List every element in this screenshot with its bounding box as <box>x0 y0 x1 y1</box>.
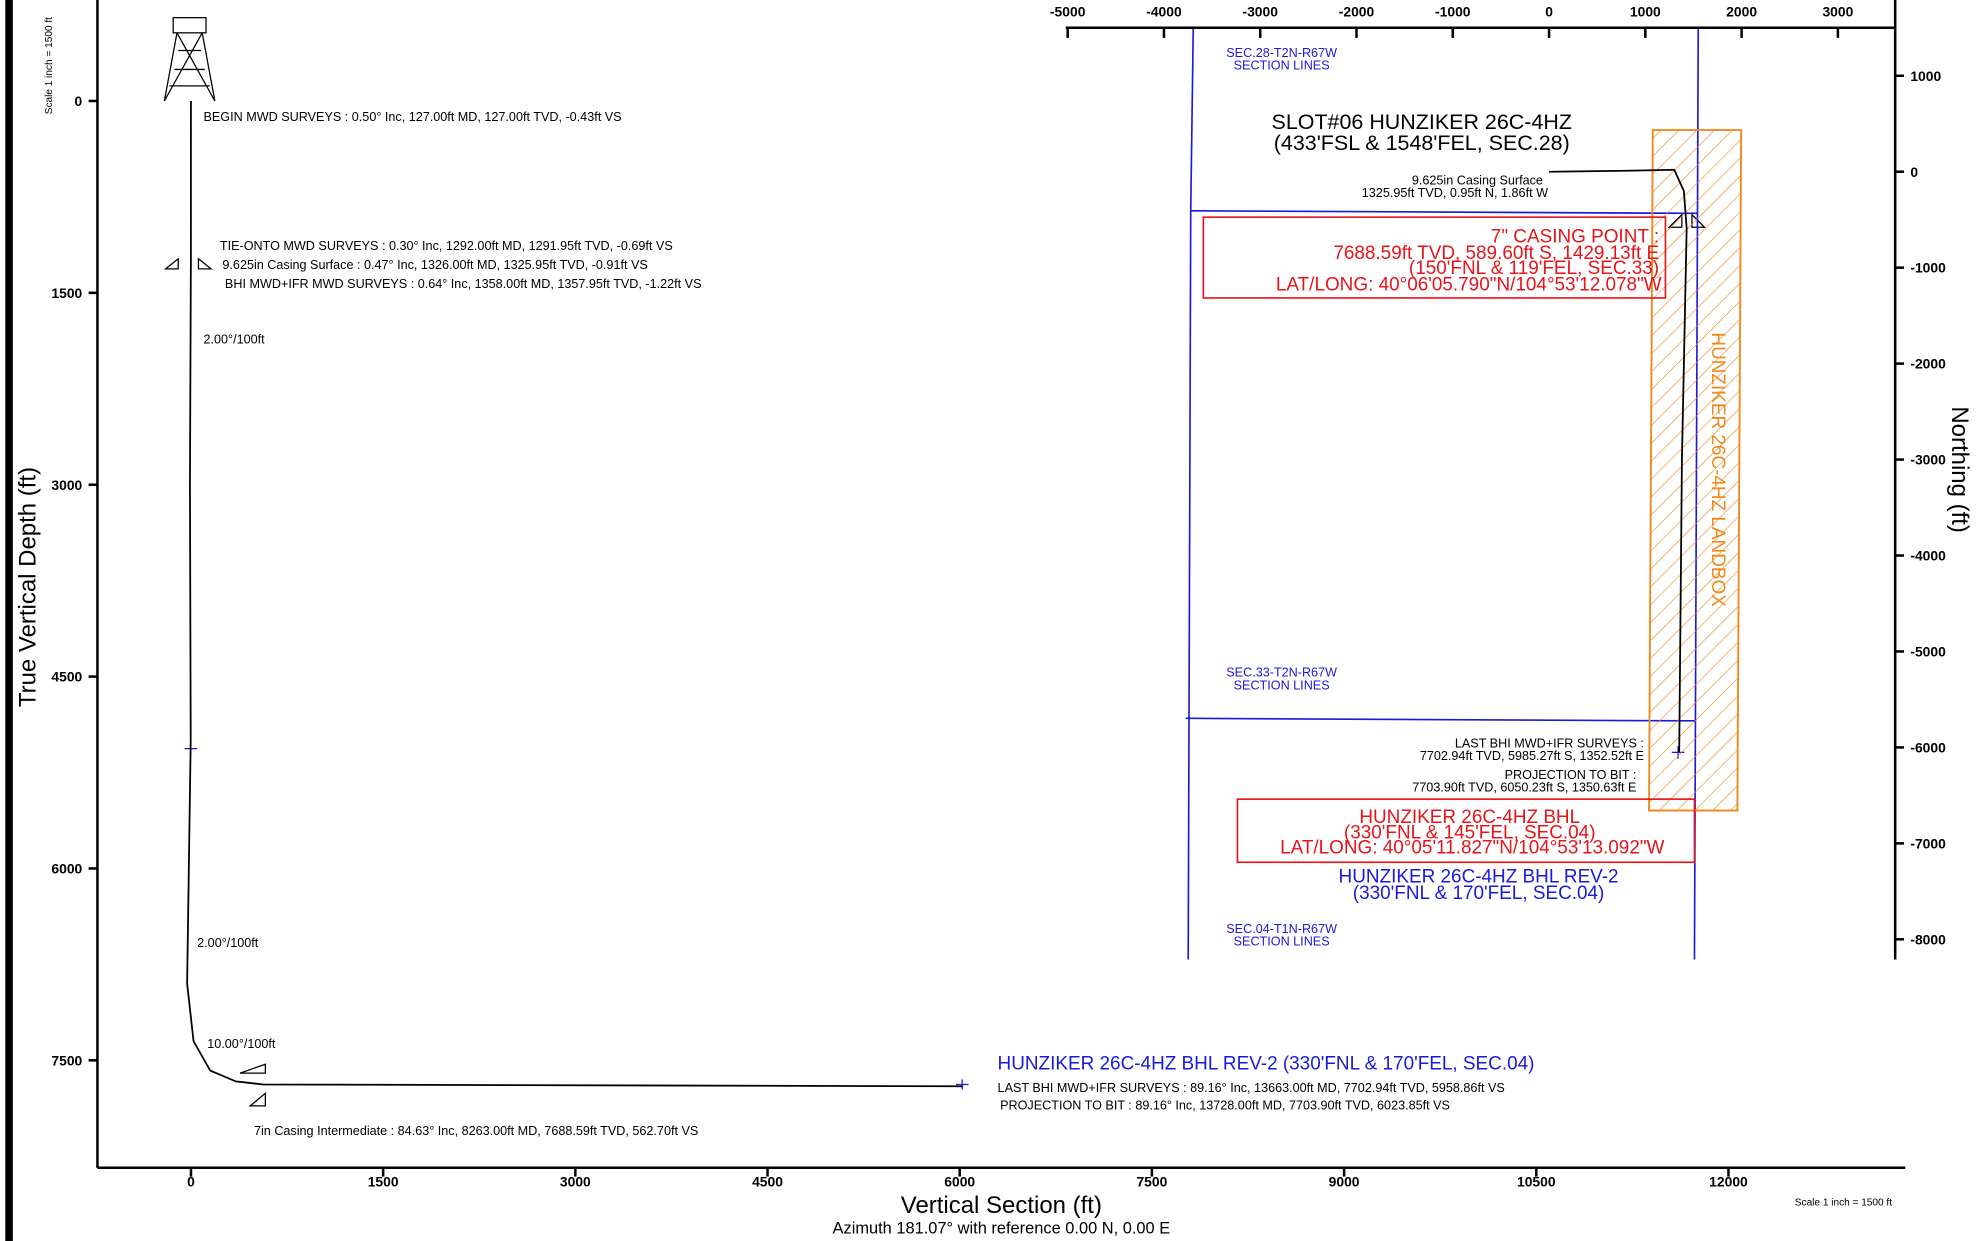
well-path <box>1549 168 1688 753</box>
annotation: 7" CASING POINT : <box>1491 226 1659 247</box>
annotation: LAST BHI MWD+IFR SURVEYS : 89.16° Inc, 1… <box>998 1081 1505 1095</box>
annotation: SLOT#06 HUNZIKER 26C-4HZ <box>1272 110 1572 134</box>
annotation: SEC.04-T1N-R67W <box>1226 922 1337 936</box>
annotation: 7703.90ft TVD, 6050.23ft S, 1350.63ft E <box>1412 781 1636 795</box>
markers <box>163 213 1707 1107</box>
scale-note: Scale 1 inch = 1500 ft <box>44 17 55 114</box>
y-tick-label: 7500 <box>51 1052 82 1068</box>
annotation: SECTION LINES <box>1234 678 1330 692</box>
x-tick-label: 7500 <box>1136 1174 1167 1190</box>
y-tick-label: -7000 <box>1910 835 1946 851</box>
x-tick-label: -5000 <box>1050 3 1086 19</box>
derrick-icon <box>163 17 216 102</box>
x-tick-label: 0 <box>187 1174 195 1190</box>
x-tick-label: 0 <box>1545 3 1553 19</box>
annotation: 7702.94ft TVD, 5985.27ft S, 1352.52ft E <box>1420 749 1644 763</box>
annotation: BEGIN MWD SURVEYS : 0.50° Inc, 127.00ft … <box>203 110 621 124</box>
annotation: (150'FNL & 119'FEL, SEC.33) <box>1409 258 1659 279</box>
annotation: TIE-ONTO MWD SURVEYS : 0.30° Inc, 1292.0… <box>220 239 673 253</box>
annotation: BHI MWD+IFR MWD SURVEYS : 0.64° Inc, 135… <box>225 277 702 291</box>
scale-note: Scale 1 inch = 1500 ft <box>1795 1198 1892 1209</box>
x-tick-label: -1000 <box>1435 3 1471 19</box>
y-tick-label: -6000 <box>1910 739 1946 755</box>
annotation: 9.625in Casing Surface : 0.47° Inc, 1326… <box>222 258 647 272</box>
annotation: SEC.28-T2N-R67W <box>1226 46 1337 60</box>
annotation: SEC.33-T2N-R67W <box>1226 666 1337 680</box>
x-axis-title: Vertical Section (ft) <box>901 1192 1102 1219</box>
y-tick-label: 3000 <box>51 477 82 493</box>
annotation: 7in Casing Intermediate : 84.63° Inc, 82… <box>254 1124 698 1138</box>
annotation: HUNZIKER 26C-4HZ BHL <box>1359 807 1580 828</box>
annotation: 9.625in Casing Surface <box>1412 173 1543 187</box>
bhl-box <box>1236 798 1696 864</box>
y-tick-label: 6000 <box>51 861 82 877</box>
x-tick-label: 9000 <box>1329 1174 1360 1190</box>
casing-point-box <box>1202 216 1667 299</box>
x-tick-label: 1500 <box>368 1174 399 1190</box>
annotation: HUNZIKER 26C-4HZ BHL REV-2 <box>1339 866 1619 887</box>
x-tick-label: 3000 <box>560 1174 591 1190</box>
x-tick-label: -2000 <box>1339 3 1375 19</box>
x-tick-label: 3000 <box>1822 3 1853 19</box>
y-tick-label: -2000 <box>1910 356 1946 372</box>
y-tick-label: 1500 <box>51 285 82 301</box>
y-tick-label: 0 <box>1910 164 1918 180</box>
well-path <box>186 100 963 1088</box>
x-tick-label: 1000 <box>1630 3 1661 19</box>
x-tick-label: 2000 <box>1726 3 1757 19</box>
annotation: 1325.95ft TVD, 0.95ft N, 1.86ft W <box>1362 186 1548 200</box>
annotation: SECTION LINES <box>1234 935 1330 949</box>
y-tick-label: 0 <box>75 93 83 109</box>
y-tick-label: 4500 <box>51 669 82 685</box>
y-tick-label: -8000 <box>1910 931 1946 947</box>
y-tick-label: -3000 <box>1910 452 1946 468</box>
annotation: LAST BHI MWD+IFR SURVEYS : <box>1455 736 1644 750</box>
annotation: LAT/LONG: 40°06'05.790"N/104°53'12.078"W <box>1276 274 1662 295</box>
x-tick-label: -4000 <box>1146 3 1182 19</box>
annotation: (330'FNL & 145'FEL, SEC.04) <box>1344 822 1596 843</box>
x-tick-label: 12000 <box>1709 1174 1748 1190</box>
annotation: 2.00°/100ft <box>197 936 259 950</box>
y-tick-label: -5000 <box>1910 644 1946 660</box>
annotation: (433'FSL & 1548'FEL, SEC.28) <box>1274 131 1570 155</box>
azimuth-note: Azimuth 181.07° with reference 0.00 N, 0… <box>833 1219 1171 1237</box>
left-border <box>5 0 13 1241</box>
annotation: 10.00°/100ft <box>207 1037 276 1051</box>
y-axis-title: Northing (ft) <box>1946 406 1973 533</box>
annotation: 2.00°/100ft <box>203 332 265 346</box>
x-tick-label: -3000 <box>1242 3 1278 19</box>
annotation: PROJECTION TO BIT : 89.16° Inc, 13728.00… <box>1000 1099 1450 1113</box>
annotation: PROJECTION TO BIT : <box>1505 768 1637 782</box>
x-tick-label: 10500 <box>1517 1174 1556 1190</box>
y-tick-label: 1000 <box>1910 68 1941 84</box>
annotation: (330'FNL & 170'FEL, SEC.04) <box>1353 883 1605 904</box>
annotation: LAT/LONG: 40°05'11.827"N/104°53'13.092"W <box>1280 837 1664 858</box>
y-axis-title: True Vertical Depth (ft) <box>15 467 42 707</box>
annotation: SECTION LINES <box>1234 58 1330 72</box>
x-tick-label: 4500 <box>752 1174 783 1190</box>
landbox-label: HUNZIKER 26C-4HZ LANDBOX <box>1707 332 1728 607</box>
y-tick-label: -4000 <box>1910 548 1946 564</box>
annotation: HUNZIKER 26C-4HZ BHL REV-2 (330'FNL & 17… <box>998 1053 1535 1074</box>
y-tick-label: -1000 <box>1910 260 1946 276</box>
x-tick-label: 6000 <box>944 1174 975 1190</box>
landbox <box>1648 129 1743 812</box>
annotation: 7688.59ft TVD, 589.60ft S, 1429.13ft E <box>1333 243 1659 264</box>
